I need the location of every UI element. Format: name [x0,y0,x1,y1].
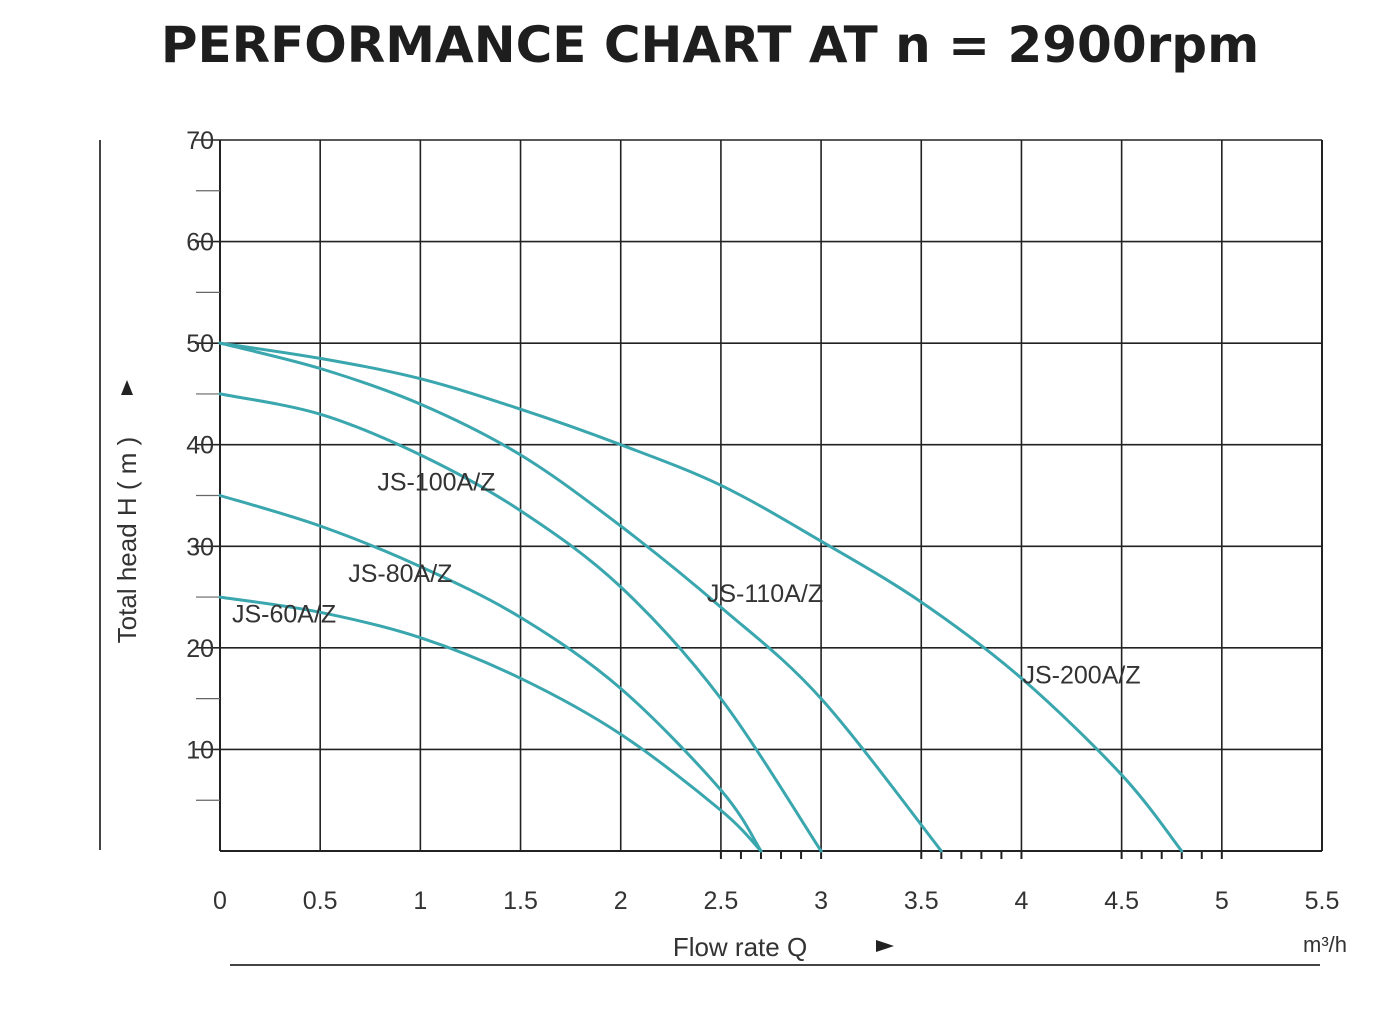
x-axis-label: Flow rate Q [673,932,807,962]
series-line-js-200a-z [218,341,1184,853]
x-tick-label: 0 [213,887,227,915]
x-tick-label: 2 [614,887,628,915]
x-tick-label: 5 [1215,887,1229,915]
y-tick-label: 30 [186,533,214,561]
x-tick-label: 0.5 [303,887,338,915]
x-tick-label: 3.5 [904,887,939,915]
y-tick-label: 70 [186,127,214,155]
y-axis-arrow-icon [121,380,133,395]
series-label-js-80a-z: JS-80A/Z [348,560,452,588]
y-axis-ticks: 10 20 30 40 50 60 70 [186,127,214,764]
x-tick-label: 3 [814,887,828,915]
x-tick-label: 5.5 [1305,887,1340,915]
x-tick-label: 2.5 [704,887,739,915]
y-axis-label: Total head H ( m ) [112,437,142,644]
minor-ticks [719,851,1223,859]
series-label-js-110a-z: JS-110A/Z [707,580,823,608]
y-tick-label: 40 [186,432,214,460]
series-label-js-100a-z: JS-100A/Z [377,468,495,496]
y-tick-label: 60 [186,229,214,257]
series-labels: JS-60A/Z JS-80A/Z JS-100A/Z JS-110A/Z JS-200… [232,468,1141,689]
series-line-js-60a-z [218,595,763,853]
x-tick-label: 1 [413,887,427,915]
x-axis-unit: m³/h [1303,932,1347,957]
x-tick-label: 1.5 [503,887,538,915]
y-tick-label: 20 [186,635,214,663]
series-line-js-110a-z [218,341,943,853]
x-axis-ticks: 0 0.5 1 1.5 2 2.5 3 3.5 4 4.5 5 5.5 [213,887,1339,915]
y-tick-label: 10 [186,736,214,764]
y-tick-label: 50 [186,330,214,358]
series-label-js-60a-z: JS-60A/Z [232,600,336,628]
x-axis-arrow-icon [876,940,894,952]
grid [195,139,1323,852]
x-tick-label: 4 [1015,887,1029,915]
chart-title: PERFORMANCE CHART AT n = 2900rpm [161,16,1259,74]
series-lines [218,341,1184,853]
x-tick-label: 4.5 [1104,887,1139,915]
series-label-js-200a-z: JS-200A/Z [1023,661,1141,689]
series-line-js-100a-z [218,392,823,853]
series-line-js-80a-z [218,494,763,853]
